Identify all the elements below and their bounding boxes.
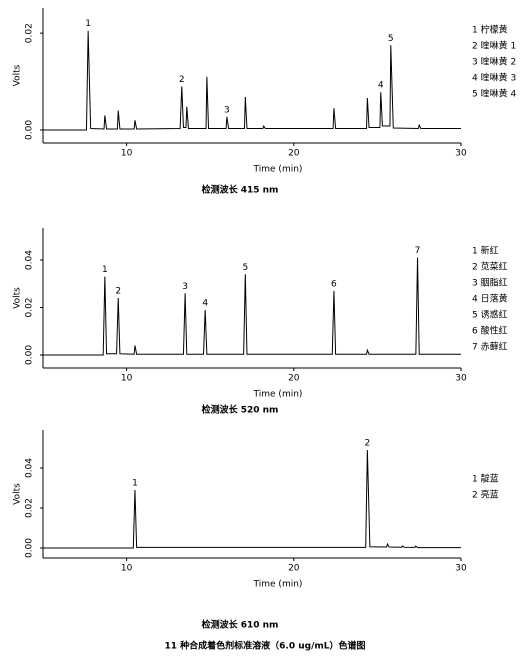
x-tick-label: 30 xyxy=(455,374,467,384)
legend-entry: 1 柠檬黄 xyxy=(472,24,508,36)
peak-label: 5 xyxy=(242,263,248,273)
trace xyxy=(43,449,461,549)
y-axis-label: Volts xyxy=(13,64,23,86)
legend-entry: 3 喹啉黄 2 xyxy=(472,56,516,68)
y-tick-label: 0.02 xyxy=(25,498,35,518)
legend-entry: 3 胭脂红 xyxy=(472,277,508,289)
x-tick-label: 20 xyxy=(288,564,300,574)
y-axis-label: Volts xyxy=(13,483,23,505)
y-axis-label: Volts xyxy=(13,287,23,309)
peak-label: 4 xyxy=(202,298,208,308)
x-tick-label: 30 xyxy=(455,564,467,574)
trace xyxy=(43,257,461,356)
x-tick-label: 10 xyxy=(121,149,133,159)
x-tick-label: 30 xyxy=(455,149,467,159)
peak-label: 1 xyxy=(102,265,108,275)
peak-label: 5 xyxy=(388,34,394,44)
peak-label: 4 xyxy=(378,81,384,91)
peak-label: 6 xyxy=(331,279,337,289)
peak-label: 1 xyxy=(85,19,91,29)
caption: 检测波长 610 nm xyxy=(202,619,279,631)
x-tick-label: 20 xyxy=(288,149,300,159)
legend-entry: 4 日落黄 xyxy=(472,293,508,305)
figure-title: 11 种合成着色剂标准溶液（6.0 ug/mL）色谱图 xyxy=(165,640,366,652)
y-tick-label: 0.02 xyxy=(25,23,35,43)
legend-entry: 1 靛蓝 xyxy=(472,473,499,485)
legend-entry: 5 诱惑红 xyxy=(472,309,508,321)
peak-label: 2 xyxy=(179,75,185,85)
peak-label: 1 xyxy=(132,479,138,489)
legend-entry: 7 赤藓红 xyxy=(472,341,508,353)
y-tick-label: 0.04 xyxy=(25,458,35,478)
legend-entry: 1 新红 xyxy=(472,245,499,257)
peak-label: 2 xyxy=(365,439,371,449)
legend-entry: 2 喹啉黄 1 xyxy=(472,40,516,52)
legend-entry: 5 喹啉黄 4 xyxy=(472,88,516,100)
legend-entry: 2 苋菜红 xyxy=(472,261,508,273)
legend-entry: 6 酸性红 xyxy=(472,325,508,337)
peak-label: 3 xyxy=(182,282,188,292)
y-tick-label: 0.00 xyxy=(25,538,35,558)
x-axis-label: Time (min) xyxy=(253,580,303,590)
caption: 检测波长 415 nm xyxy=(202,184,279,196)
peak-label: 7 xyxy=(415,246,421,256)
legend-entry: 4 喹啉黄 3 xyxy=(472,72,516,84)
peak-label: 2 xyxy=(115,287,121,297)
x-axis-label: Time (min) xyxy=(253,165,303,175)
caption: 检测波长 520 nm xyxy=(202,404,279,416)
x-tick-label: 10 xyxy=(121,564,133,574)
legend-entry: 2 亮蓝 xyxy=(472,489,499,501)
trace xyxy=(43,30,461,131)
x-tick-label: 20 xyxy=(288,374,300,384)
peak-label: 3 xyxy=(224,105,230,115)
y-tick-label: 0.00 xyxy=(25,345,35,365)
x-tick-label: 10 xyxy=(121,374,133,384)
y-tick-label: 0.00 xyxy=(25,120,35,140)
y-tick-label: 0.04 xyxy=(25,250,35,270)
x-axis-label: Time (min) xyxy=(253,390,303,400)
y-tick-label: 0.02 xyxy=(25,297,35,317)
